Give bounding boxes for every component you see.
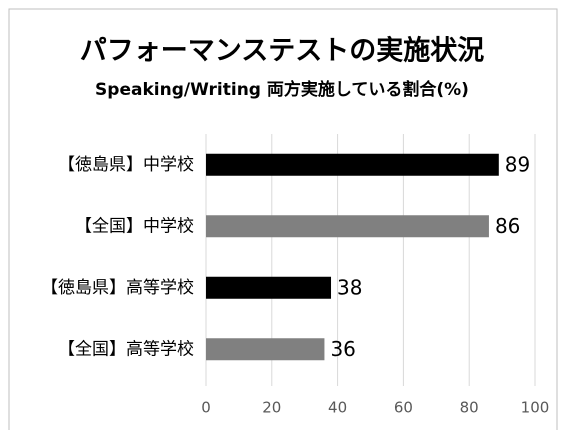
- y-tick-label: 【全国】中学校: [75, 216, 194, 236]
- data-label: 38: [337, 275, 362, 299]
- x-tick-label: 40: [328, 399, 347, 417]
- x-tick-label: 80: [460, 399, 479, 417]
- bar: [206, 215, 489, 238]
- x-tick-label: 60: [394, 399, 413, 417]
- y-tick-label: 【徳島県】中学校: [58, 155, 194, 175]
- chart-title: パフォーマンステストの実施状況: [80, 35, 484, 67]
- bar: [206, 276, 332, 299]
- x-tick-label: 0: [201, 399, 211, 417]
- data-label: 36: [330, 337, 355, 361]
- bar: [206, 153, 499, 176]
- data-label: 86: [495, 214, 520, 238]
- x-tick-label: 20: [262, 399, 281, 417]
- y-tick-label: 【全国】高等学校: [58, 339, 194, 359]
- chart-subtitle: Speaking/Writing 両方実施している割合(%): [95, 79, 469, 100]
- bar: [206, 338, 325, 361]
- data-label: 89: [505, 152, 530, 176]
- y-tick-label: 【徳島県】高等学校: [41, 278, 194, 298]
- x-tick-label: 100: [521, 399, 550, 417]
